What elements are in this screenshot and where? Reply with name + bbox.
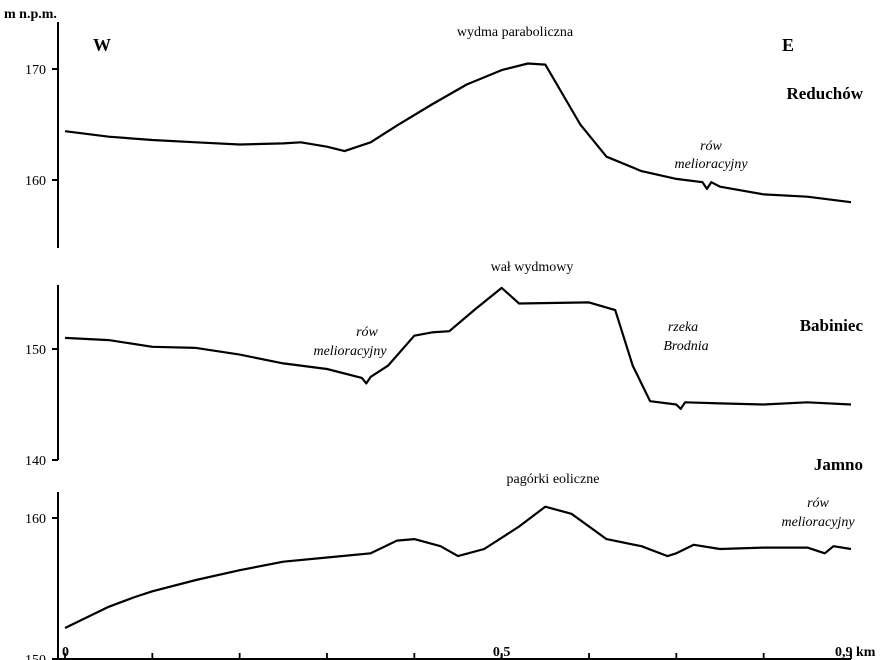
y-ticks-panel-1: 160 170 [25, 63, 58, 189]
panel-3-feature-title: pagórki eoliczne [507, 472, 600, 487]
profile-line-reduchow [64, 62, 852, 204]
y-tick-label: 150 [25, 343, 46, 358]
panel-reduchow: m n.p.m. W E wydma paraboliczna Reduchów… [4, 7, 864, 248]
y-ticks-panel-2: 140 150 [25, 343, 58, 469]
panel-2-annotation-1-line-1: rów [356, 325, 378, 340]
y-tick-label: 150 [25, 653, 46, 660]
y-tick-label: 160 [25, 512, 46, 527]
y-tick-label: 160 [25, 174, 46, 189]
y-tick-label: 140 [25, 454, 46, 469]
panel-3-location-label: Jamno [814, 455, 863, 474]
x-tick-label: 0,5 [493, 645, 511, 660]
panel-jamno: pagórki eoliczne Jamno rów melioracyjny … [25, 455, 876, 660]
panel-2-annotation-1-line-2: melioracyjny [313, 344, 387, 359]
x-tick-label: 0 [62, 645, 69, 660]
panel-1-feature-title: wydma paraboliczna [457, 25, 574, 40]
panel-3-annotation-1-line-2: melioracyjny [781, 515, 855, 530]
y-ticks-panel-3: 150 160 [25, 512, 58, 660]
panel-2-feature-title: wał wydmowy [491, 260, 574, 275]
x-tick-label: 0,9 km [835, 645, 876, 660]
profile-line-babiniec [64, 286, 852, 410]
panel-1-annotation-1-line-1: rów [700, 139, 722, 154]
x-ticks: 0 0,5 0,9 km [62, 645, 876, 660]
panel-1-annotation-1-line-2: melioracyjny [674, 157, 748, 172]
panel-3-annotation-1-line-1: rów [807, 496, 829, 511]
panel-2-location-label: Babiniec [800, 316, 864, 335]
profile-line-jamno [64, 505, 852, 629]
y-axis-unit-label: m n.p.m. [4, 7, 57, 22]
direction-west-label: W [93, 35, 111, 55]
panel-2-annotation-2-line-2: Brodnia [663, 339, 708, 354]
panel-2-annotation-2-line-1: rzeka [668, 320, 698, 335]
panel-babiniec: wał wydmowy Babiniec rów melioracyjny rz… [25, 260, 863, 469]
y-tick-label: 170 [25, 63, 46, 78]
panel-1-location-label: Reduchów [786, 84, 863, 103]
direction-east-label: E [782, 35, 794, 55]
